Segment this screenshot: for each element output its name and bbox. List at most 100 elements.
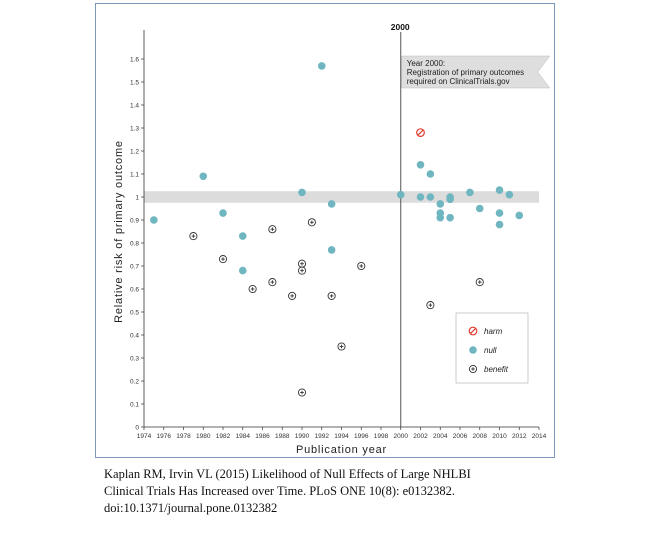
benefit-point bbox=[189, 232, 198, 241]
null-marker-dot bbox=[416, 193, 425, 201]
null-point bbox=[150, 216, 158, 224]
null-marker-dot bbox=[150, 216, 158, 224]
null-marker-dot bbox=[495, 220, 504, 229]
x-tick-label: 2008 bbox=[473, 433, 488, 440]
null-marker-dot bbox=[446, 195, 454, 204]
null-point bbox=[436, 213, 445, 222]
y-tick-label: 0.7 bbox=[130, 263, 139, 270]
null-point bbox=[515, 211, 524, 220]
y-tick-label: 0.1 bbox=[130, 401, 139, 408]
x-tick-label: 2010 bbox=[492, 433, 507, 440]
null-point bbox=[446, 213, 454, 222]
x-tick-label: 1982 bbox=[216, 433, 231, 440]
annotation-text: Registration of primary outcomes bbox=[407, 68, 524, 77]
null-point bbox=[317, 62, 326, 70]
harm-point bbox=[416, 128, 425, 138]
y-tick-label: 0.2 bbox=[130, 378, 139, 385]
null-marker-dot bbox=[219, 209, 227, 217]
benefit-point bbox=[337, 342, 346, 351]
benefit-point bbox=[327, 291, 336, 300]
annotation-flag bbox=[401, 55, 551, 89]
null-point bbox=[416, 161, 425, 169]
y-tick-label: 0.3 bbox=[130, 355, 139, 362]
null-marker-dot bbox=[475, 204, 484, 213]
y-tick-label: 1 bbox=[135, 194, 139, 201]
null-marker-dot bbox=[327, 246, 336, 254]
null-marker-dot bbox=[238, 266, 247, 275]
x-tick-label: 2006 bbox=[453, 433, 468, 440]
y-tick-label: 0.5 bbox=[130, 309, 139, 316]
null-point bbox=[426, 193, 435, 201]
x-tick-label: 2014 bbox=[532, 433, 547, 440]
x-tick-label: 1988 bbox=[275, 433, 290, 440]
null-point bbox=[327, 246, 336, 254]
null-effect-band bbox=[144, 191, 539, 203]
y-tick-label: 1.4 bbox=[130, 102, 139, 109]
null-marker-dot bbox=[396, 190, 405, 199]
legend-benefit-label: benefit bbox=[484, 365, 509, 374]
null-marker-dot bbox=[317, 62, 326, 70]
benefit-point bbox=[307, 218, 316, 227]
x-tick-label: 1998 bbox=[374, 433, 389, 440]
null-marker-dot bbox=[466, 188, 474, 197]
y-tick-label: 0.8 bbox=[130, 240, 139, 247]
null-point bbox=[298, 188, 306, 197]
null-point bbox=[495, 220, 504, 229]
figure-caption: Kaplan RM, Irvin VL (2015) Likelihood of… bbox=[104, 466, 574, 517]
null-point bbox=[199, 172, 208, 181]
y-tick-label: 1.5 bbox=[130, 79, 139, 86]
x-tick-label: 2004 bbox=[433, 433, 448, 440]
null-point bbox=[416, 193, 425, 201]
annotation-text: Year 2000: bbox=[407, 59, 445, 68]
null-point bbox=[396, 190, 405, 199]
y-tick-label: 1.3 bbox=[130, 125, 139, 132]
null-point bbox=[238, 232, 247, 240]
harm-marker-slash bbox=[417, 129, 424, 136]
x-tick-label: 2002 bbox=[413, 433, 428, 440]
null-point bbox=[495, 186, 504, 194]
x-tick-label: 1986 bbox=[255, 433, 270, 440]
x-tick-label: 1990 bbox=[295, 433, 310, 440]
null-marker-dot bbox=[426, 193, 435, 201]
null-marker-dot bbox=[436, 213, 445, 222]
harm-marker-slash bbox=[469, 327, 477, 335]
null-marker-dot bbox=[495, 186, 504, 194]
x-tick-label: 1992 bbox=[315, 433, 330, 440]
benefit-point bbox=[475, 278, 484, 287]
null-marker-dot bbox=[515, 211, 524, 220]
benefit-point bbox=[268, 225, 277, 234]
null-marker-dot bbox=[436, 200, 445, 208]
null-marker-dot bbox=[416, 161, 425, 169]
x-tick-label: 1974 bbox=[137, 433, 152, 440]
null-marker-dot bbox=[298, 188, 306, 197]
null-marker-dot bbox=[327, 200, 336, 208]
year-2000-label: 2000 bbox=[391, 22, 410, 32]
legend-null-marker bbox=[469, 346, 477, 354]
legend-box bbox=[455, 312, 529, 384]
null-point bbox=[238, 266, 247, 275]
null-marker-dot bbox=[446, 213, 454, 222]
benefit-point bbox=[268, 278, 277, 287]
null-marker-dot bbox=[238, 232, 247, 240]
null-point bbox=[505, 190, 514, 199]
y-tick-label: 0.4 bbox=[130, 332, 139, 339]
null-marker-dot bbox=[426, 170, 435, 178]
scatter-chart: 2000 Year 2000:Registration of primary ou… bbox=[113, 22, 551, 456]
null-marker-dot bbox=[469, 346, 477, 354]
figure-frame: 2000 Year 2000: Registration of primary ou… bbox=[95, 3, 555, 458]
caption-line: doi:10.1371/journal.pone.0132382 bbox=[104, 501, 278, 515]
null-marker-dot bbox=[495, 209, 504, 217]
null-point bbox=[436, 200, 445, 208]
benefit-point bbox=[218, 255, 228, 264]
benefit-point bbox=[426, 301, 435, 310]
benefit-point bbox=[357, 261, 366, 271]
y-tick-label: 1.2 bbox=[130, 148, 139, 155]
null-point bbox=[466, 188, 474, 197]
y-tick-label: 1.6 bbox=[130, 56, 139, 63]
caption-line: Clinical Trials Has Increased over Time.… bbox=[104, 484, 456, 498]
null-point bbox=[495, 209, 504, 217]
x-tick-label: 1978 bbox=[176, 433, 191, 440]
null-point bbox=[475, 204, 484, 213]
benefit-point bbox=[248, 284, 257, 294]
legend-harm-label: harm bbox=[484, 327, 503, 336]
